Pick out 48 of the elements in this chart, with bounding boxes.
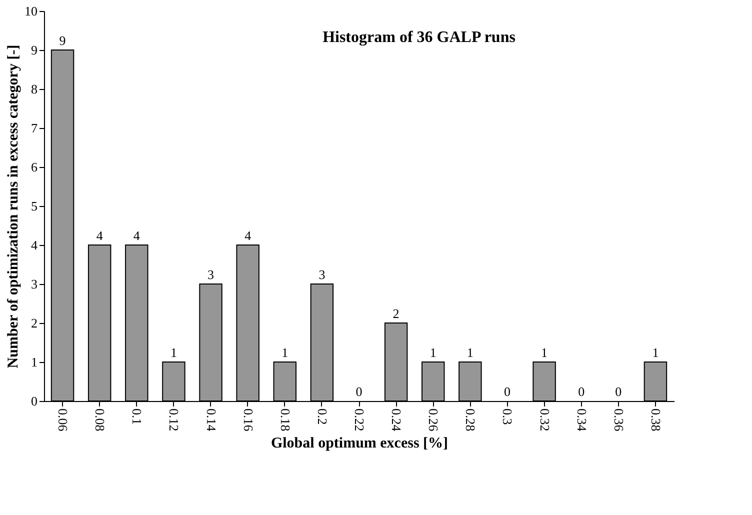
x-tick-label: 0.14: [204, 408, 219, 432]
x-tick-label: 0.2: [314, 408, 330, 425]
y-tick-label: 0: [31, 394, 38, 408]
text: Histogram of 36 GALP runs: [322, 29, 516, 46]
data-label: 4: [96, 228, 104, 243]
data-label: 1: [466, 345, 474, 360]
data-label: 0: [578, 384, 585, 399]
x-tick-label: 0.22: [352, 408, 367, 432]
y-tick-label: 6: [31, 160, 38, 174]
x-tick-label: 0.06: [56, 408, 71, 432]
data-label: 9: [59, 33, 66, 48]
x-tick-label: 0.32: [537, 408, 552, 432]
data-label: 0: [356, 384, 362, 399]
y-tick-label: 7: [31, 120, 38, 136]
x-tick-label: 0.1: [130, 408, 145, 425]
data-label: 0: [615, 384, 622, 399]
x-tick-label: 0.36: [611, 408, 626, 432]
x-tick-label: 0.08: [92, 408, 108, 432]
data-label: 1: [282, 345, 288, 360]
x-axis-title: Global optimum excess [%]: [270, 435, 448, 452]
x-tick-label: 0.38: [648, 408, 664, 432]
y-tick-label: 10: [24, 4, 38, 18]
data-label: 1: [652, 345, 659, 360]
x-tick-label: 0.12: [166, 408, 182, 432]
x-tick-label: 0.16: [240, 408, 256, 432]
data-label: 0: [504, 384, 510, 399]
y-tick-label: 3: [31, 276, 38, 292]
y-tick-label: 5: [31, 198, 38, 214]
y-tick-label: 4: [31, 238, 38, 252]
data-label: 3: [318, 267, 326, 282]
x-tick-label: 0.34: [574, 408, 590, 432]
data-label: 4: [244, 228, 252, 243]
y-tick-label: 9: [31, 42, 38, 58]
data-label: 4: [133, 228, 140, 243]
data-label: 1: [430, 345, 436, 360]
x-tick-label: 0.3: [500, 408, 516, 425]
x-tick-label: 0.18: [278, 408, 293, 432]
y-tick-label: 1: [31, 354, 38, 370]
data-label: 2: [392, 306, 400, 321]
x-tick-label: 0.24: [389, 408, 404, 432]
data-label: 1: [541, 345, 548, 360]
y-tick-label: 8: [31, 82, 38, 96]
y-tick-label: 2: [31, 316, 38, 330]
data-label: 1: [170, 345, 177, 360]
x-tick-label: 0.28: [463, 408, 478, 432]
y-axis-title: Number of optimization runs in excess category [-]: [6, 44, 22, 368]
data-label: 3: [208, 267, 214, 282]
x-tick-label: 0.26: [426, 408, 442, 432]
